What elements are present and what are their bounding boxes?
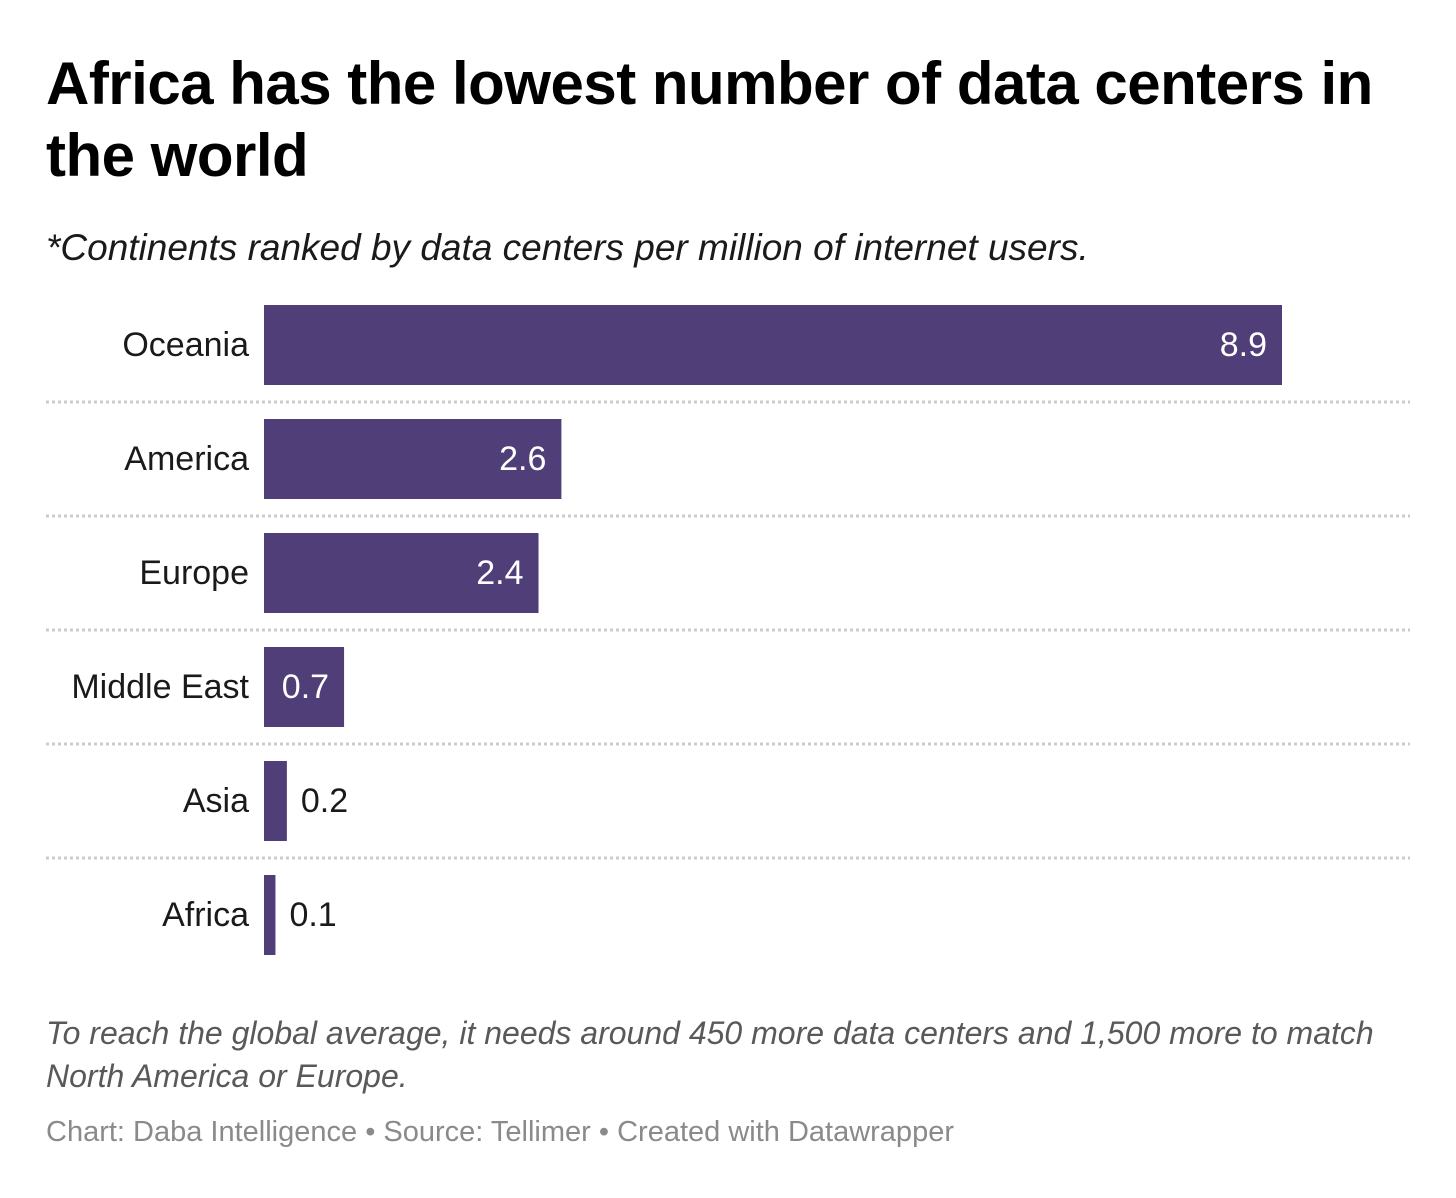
category-label: Oceania xyxy=(122,326,249,364)
chart-credits: Chart: Daba Intelligence • Source: Telli… xyxy=(46,1112,1416,1152)
category-label: Africa xyxy=(162,896,249,934)
category-label: Middle East xyxy=(71,668,249,706)
category-label: Asia xyxy=(183,782,249,820)
credit-source: Source: Tellimer xyxy=(383,1116,591,1148)
bar-america xyxy=(264,419,562,499)
value-label: 8.9 xyxy=(1220,326,1267,364)
chart-subtitle: *Continents ranked by data centers per m… xyxy=(46,227,1089,268)
bar-europe xyxy=(264,533,539,613)
chart-note: To reach the global average, it needs ar… xyxy=(46,1015,1374,1094)
value-label: 0.7 xyxy=(282,668,329,706)
bar-oceania xyxy=(264,305,1282,385)
bar-middle-east xyxy=(264,647,345,727)
credit-separator: • xyxy=(365,1116,376,1148)
value-label: 2.4 xyxy=(476,554,523,592)
credit-separator: • xyxy=(598,1116,610,1148)
bar-chart: Oceania 8.9 America 2.6 Europe 2.4 Middle East… xyxy=(46,305,1410,955)
category-label: America xyxy=(124,440,249,478)
credit-tool: Created with Datawrapper xyxy=(617,1116,954,1148)
credit-chart: Chart: Daba Intelligence xyxy=(46,1116,358,1148)
bar-africa xyxy=(264,875,276,955)
chart-title: Africa has the lowest number of data cen… xyxy=(46,50,1373,189)
value-label: 0.1 xyxy=(289,896,336,934)
value-label: 0.2 xyxy=(301,782,348,820)
category-label: Europe xyxy=(139,554,249,592)
value-label: 2.6 xyxy=(499,440,546,478)
bar-asia xyxy=(264,761,287,841)
